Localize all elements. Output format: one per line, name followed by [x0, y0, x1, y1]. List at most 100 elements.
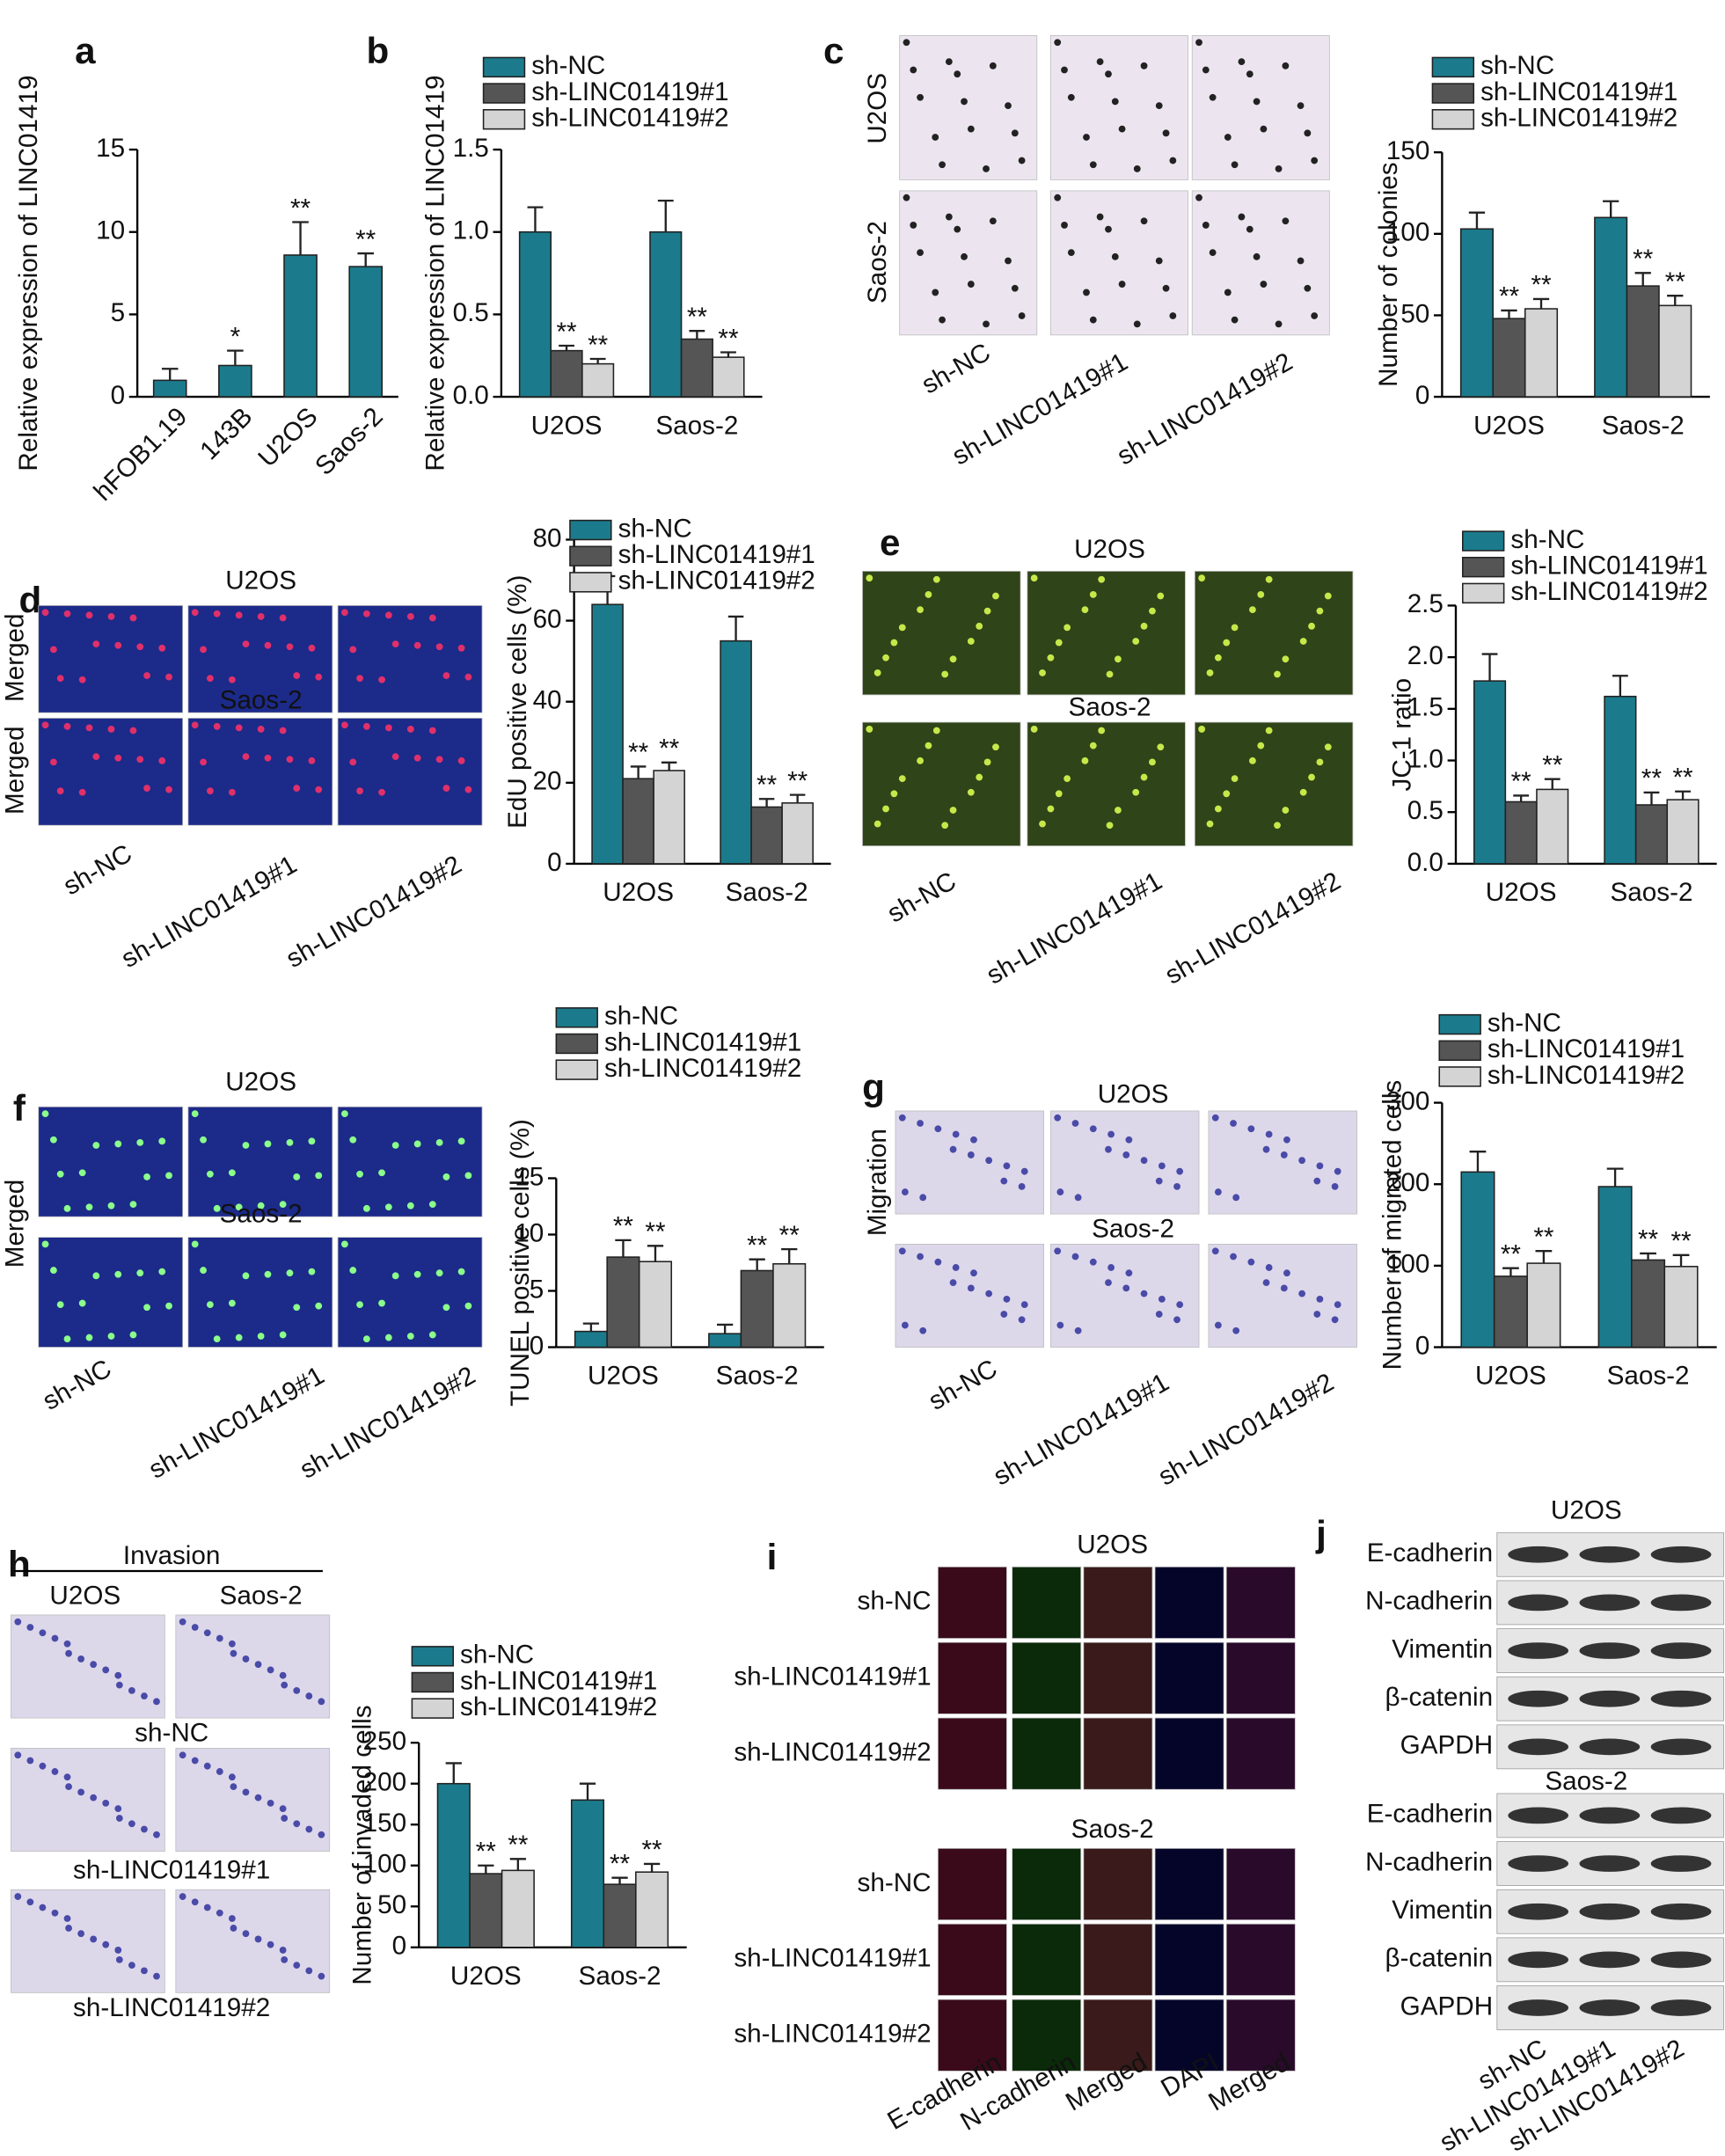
edu-image-dot	[213, 722, 221, 730]
legend-label: sh-LINC01419#1	[531, 77, 728, 106]
y-tick-label: 1.5	[453, 134, 489, 163]
invasion-image-dot	[39, 1904, 47, 1911]
colony-image-dot	[1297, 257, 1305, 265]
legend-swatch	[1438, 1040, 1481, 1061]
if-image	[1012, 1641, 1082, 1714]
jc1-image-dot	[1140, 773, 1148, 781]
colony-image-dot	[1253, 252, 1261, 260]
bar	[772, 1262, 807, 1348]
error-bar	[1640, 1252, 1656, 1261]
edu-image	[38, 605, 184, 713]
colony-image-dot	[1169, 157, 1177, 164]
x-tick-label: U2OS	[531, 411, 603, 440]
jc1-image-dot	[1089, 591, 1097, 598]
significance: **	[1531, 271, 1552, 300]
colony-image-dot	[1111, 98, 1119, 106]
migration-image-dot	[1211, 1114, 1219, 1122]
colony-image-dot	[939, 316, 946, 324]
jc1-image-dot	[1231, 624, 1239, 632]
protein-label: Vimentin	[1392, 1634, 1493, 1663]
colony-image-dot	[1011, 129, 1019, 137]
y-tick-label: 1.0	[1407, 744, 1444, 773]
edu-image-dot	[92, 753, 100, 761]
invasion-image-dot	[318, 1972, 325, 1980]
bar	[606, 1256, 640, 1348]
invasion-image-dot	[318, 1831, 325, 1838]
blot-band	[1508, 1738, 1569, 1756]
jc1-image-dot	[992, 743, 999, 751]
bar	[581, 362, 615, 398]
invasion-image-dot	[141, 1692, 148, 1699]
colony-image-dot	[983, 165, 990, 172]
panel-letter: c	[823, 30, 844, 71]
bar	[1658, 304, 1692, 398]
colony-image-dot	[1282, 217, 1290, 225]
migration-image-dot	[1122, 1284, 1130, 1292]
jc1-image-dot	[925, 591, 932, 598]
error-bar	[478, 1864, 494, 1875]
bar	[750, 806, 783, 865]
edu-image-dot	[41, 721, 49, 729]
migration-image-dot	[1298, 1290, 1306, 1297]
jc1-image-dot	[1114, 655, 1122, 663]
migration-image-dot	[1232, 1194, 1240, 1202]
row-label: U2OS	[1074, 535, 1145, 564]
error-bar	[227, 349, 244, 366]
colony-image-dot	[1260, 125, 1268, 133]
migration-image-dot	[1003, 1162, 1011, 1170]
edu-image-dot	[293, 785, 301, 792]
jc1-image-dot	[1265, 575, 1273, 583]
migration-image-dot	[970, 1269, 977, 1277]
if-image	[1154, 1641, 1224, 1714]
colony-image-dot	[1111, 252, 1119, 260]
tunel-image-dot	[49, 1136, 57, 1144]
panel-letter: i	[767, 1537, 778, 1578]
jc1-image-dot	[1047, 654, 1055, 661]
bar	[622, 778, 654, 865]
y-axis-label: Relative expression of LINC01419	[420, 76, 450, 471]
migration-image-dot	[1003, 1295, 1011, 1303]
legend-label: sh-NC	[604, 1002, 678, 1031]
edu-image	[38, 718, 184, 826]
colony-image-dot	[1275, 165, 1283, 172]
colony-image-dot	[1133, 165, 1141, 172]
error-bar	[1606, 1167, 1624, 1188]
error-bar	[781, 1247, 798, 1264]
protein-label: Vimentin	[1392, 1896, 1493, 1925]
tunel-image-dot	[158, 1268, 166, 1275]
error-bar	[357, 252, 374, 267]
tunel-image-dot	[63, 1335, 71, 1343]
error-bar	[1469, 1151, 1487, 1173]
y-axis-label: Number of migrated cells	[1378, 1080, 1407, 1370]
invasion-image	[11, 1614, 165, 1719]
tunel-image	[187, 1237, 333, 1348]
migration-image	[1208, 1244, 1357, 1348]
colony-image-dot	[1282, 62, 1290, 69]
invasion-image-dot	[51, 1768, 59, 1775]
significance: **	[1501, 1239, 1522, 1268]
blot-band	[1650, 1738, 1712, 1756]
column-label: sh-LINC01419#2	[1160, 866, 1346, 990]
panel-letter: a	[75, 30, 96, 71]
edu-image-dot	[85, 611, 93, 619]
column-label: sh-NC	[924, 1354, 1002, 1416]
bar	[1626, 285, 1660, 398]
error-bar	[615, 1239, 632, 1258]
tunel-image-dot	[191, 1240, 199, 1248]
colony-image-dot	[917, 93, 924, 101]
jc1-image-dot	[917, 606, 924, 613]
if-image	[1012, 1923, 1082, 1996]
tunel-image-dot	[213, 1335, 221, 1343]
blot-band	[1650, 1642, 1712, 1659]
jc1-image-dot	[1055, 790, 1063, 798]
edu-image-dot	[457, 756, 465, 764]
edu-image-dot	[158, 644, 166, 652]
migration-image-dot	[1265, 1264, 1273, 1271]
significance: **	[1638, 1225, 1659, 1254]
legend-swatch	[1438, 1013, 1481, 1035]
tunel-image-dot	[464, 1172, 472, 1180]
invasion-image-dot	[242, 1788, 250, 1796]
jc1-image-dot	[1249, 756, 1256, 764]
edu-image-dot	[107, 612, 115, 620]
edu-image-dot	[315, 786, 323, 793]
